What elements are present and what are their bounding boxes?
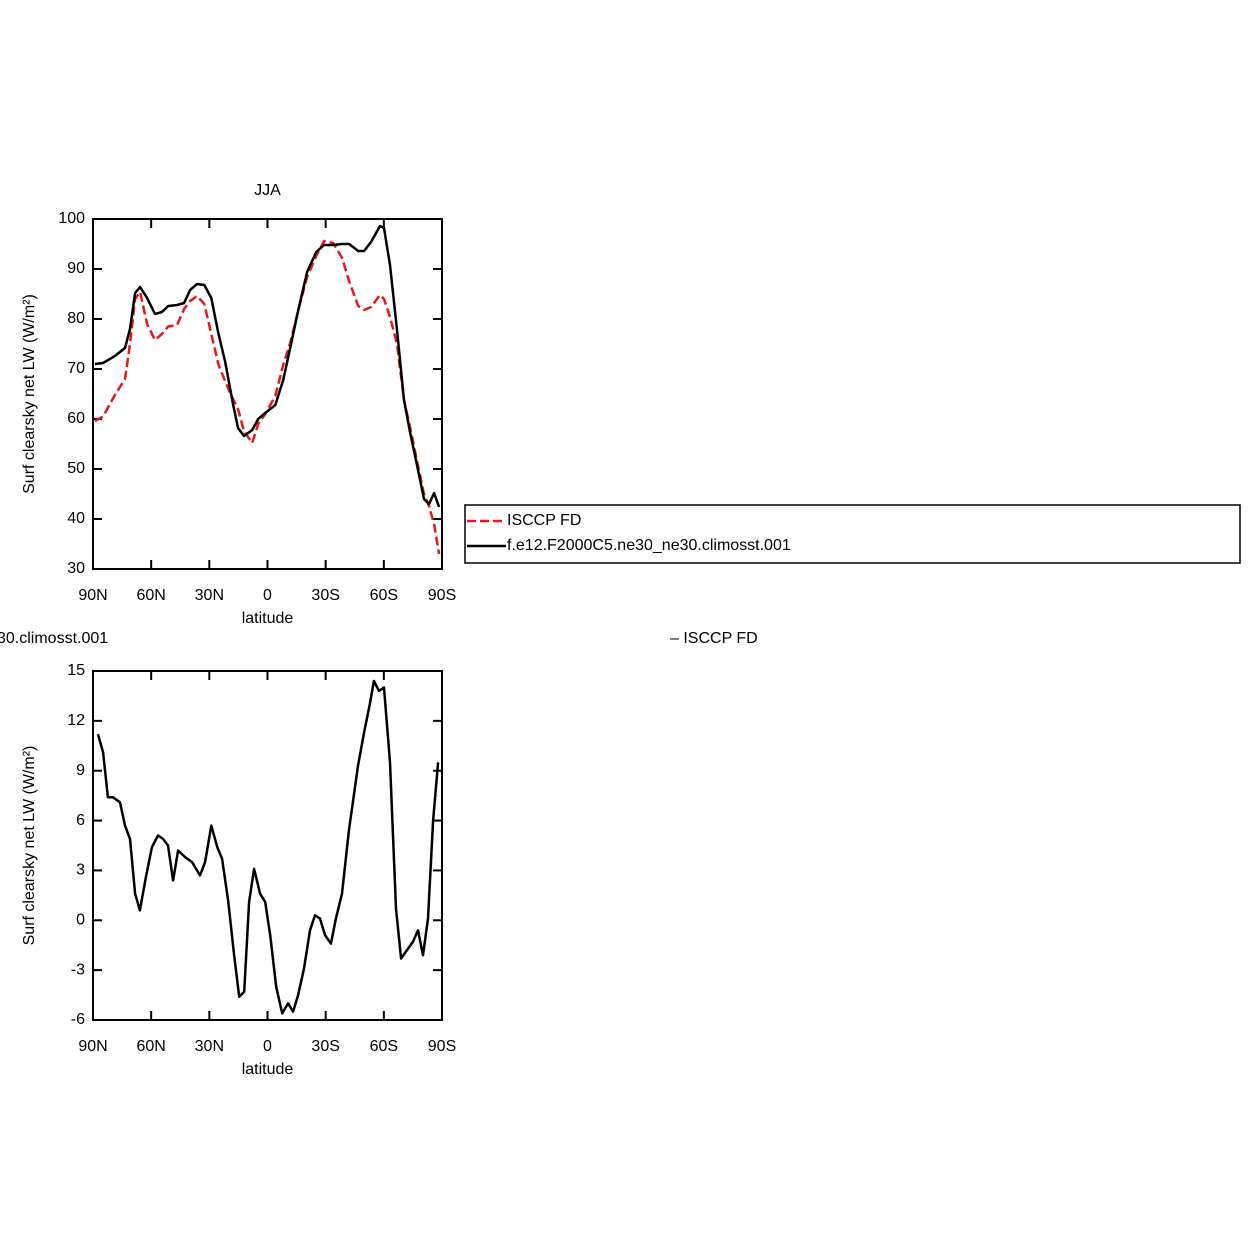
data-line [94, 239, 441, 555]
annotation: 30.climosst.001 [0, 630, 108, 647]
y-tick-label: 70 [67, 360, 85, 377]
y-tick-label: 50 [67, 460, 85, 477]
legend: ISCCP FD f.e12.F2000C5.ne30_ne30.climosst… [464, 504, 1241, 564]
x-tick-label: 60N [136, 587, 165, 604]
y-tick-label: 30 [67, 560, 85, 577]
y-tick-label: 100 [58, 210, 85, 227]
x-tick-label: 0 [263, 587, 272, 604]
legend-label: f.e12.F2000C5.ne30_ne30.climosst.001 [507, 537, 791, 554]
y-tick-label: 12 [67, 712, 85, 729]
x-tick-label: 60S [370, 1038, 398, 1055]
data-line [94, 224, 441, 508]
y-tick-label: -3 [71, 961, 85, 978]
y-tick-label: 9 [76, 762, 85, 779]
y-tick-label: 0 [76, 912, 85, 929]
y-tick-label: 80 [67, 310, 85, 327]
y-tick-label: -6 [71, 1011, 85, 1028]
x-tick-label: 90N [78, 1038, 107, 1055]
data-line [96, 679, 440, 1015]
x-tick-label: 90S [428, 1038, 456, 1055]
x-tick-label: 30S [311, 1038, 339, 1055]
y-tick-label: 60 [67, 410, 85, 427]
annotation: – ISCCP FD [670, 630, 758, 647]
x-tick-label: 90N [78, 587, 107, 604]
legend-label: ISCCP FD [507, 512, 581, 529]
x-tick-label: 90S [428, 587, 456, 604]
legend-box [464, 504, 1241, 564]
y-tick-label: 40 [67, 510, 85, 527]
x-tick-label: 60S [370, 587, 398, 604]
y-tick-label: 15 [67, 662, 85, 679]
y-axis-label: Surf clearsky net LW (W/m²) [21, 294, 38, 494]
chart-title: JJA [254, 182, 281, 199]
x-tick-label: 30S [311, 587, 339, 604]
plot-frame [92, 670, 443, 1021]
x-tick-label: 0 [263, 1038, 272, 1055]
x-tick-label: 60N [136, 1038, 165, 1055]
x-tick-label: 30N [195, 1038, 224, 1055]
x-axis-label: latitude [242, 1061, 294, 1078]
x-axis-label: latitude [242, 610, 294, 627]
y-tick-label: 90 [67, 260, 85, 277]
y-tick-label: 3 [76, 862, 85, 879]
x-tick-label: 30N [195, 587, 224, 604]
y-axis-label: Surf clearsky net LW (W/m²) [21, 746, 38, 946]
y-tick-label: 6 [76, 812, 85, 829]
